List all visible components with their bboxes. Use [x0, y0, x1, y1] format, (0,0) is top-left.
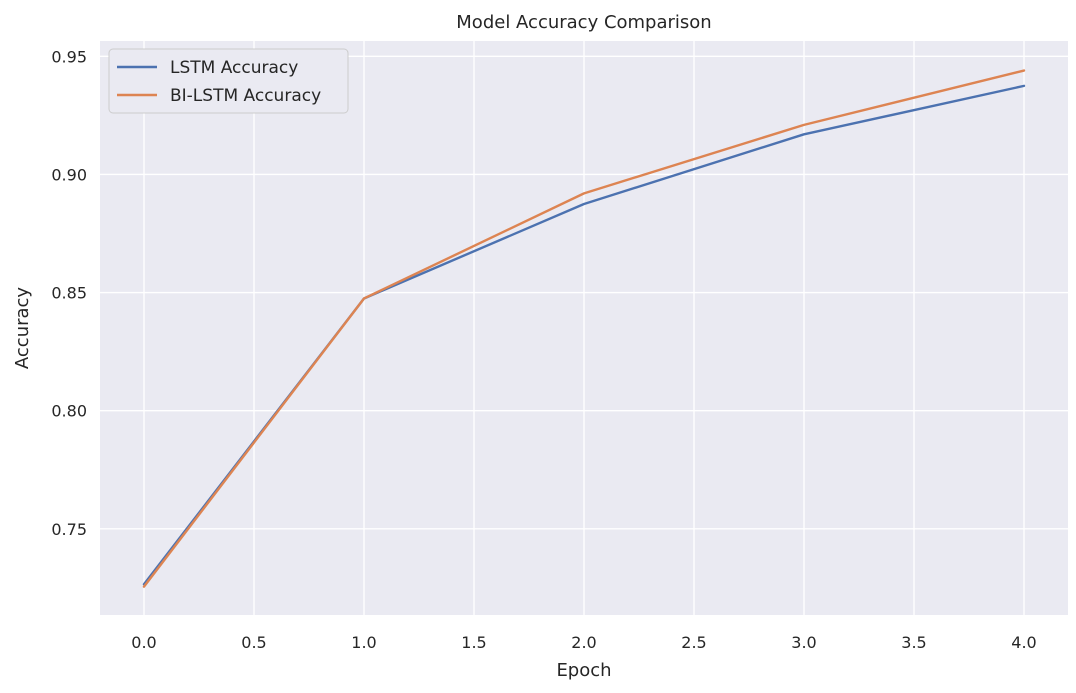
y-tick-label: 0.90: [51, 165, 87, 184]
x-tick-label: 1.5: [461, 633, 486, 652]
x-tick-label: 2.0: [571, 633, 596, 652]
y-tick-label: 0.85: [51, 284, 87, 303]
x-tick-label: 0.5: [241, 633, 266, 652]
x-axis-label: Epoch: [556, 660, 611, 681]
legend: LSTM Accuracy BI-LSTM Accuracy: [108, 48, 349, 114]
y-tick-label: 0.75: [51, 520, 87, 539]
y-axis-label: Accuracy: [12, 287, 33, 370]
legend-entry-label: BI-LSTM Accuracy: [170, 86, 321, 106]
x-tick-label: 2.5: [681, 633, 706, 652]
x-tick-label: 4.0: [1011, 633, 1036, 652]
x-tick-label: 1.0: [351, 633, 376, 652]
x-tick-label: 0.0: [131, 633, 156, 652]
x-tick-label: 3.0: [791, 633, 816, 652]
grid-lines: [100, 41, 1068, 615]
chart-title: Model Accuracy Comparison: [456, 12, 711, 33]
tick-labels: 0.0 0.5 1.0 1.5 2.0 2.5 3.0 3.5 4.0 0.75 0.80 0.85 0…: [51, 47, 1036, 652]
series-layer: [142, 69, 1026, 588]
legend-box: [108, 48, 349, 114]
x-tick-label: 3.5: [901, 633, 926, 652]
y-tick-label: 0.95: [51, 47, 87, 66]
y-tick-label: 0.80: [51, 402, 87, 421]
legend-entry-label: LSTM Accuracy: [170, 58, 298, 78]
